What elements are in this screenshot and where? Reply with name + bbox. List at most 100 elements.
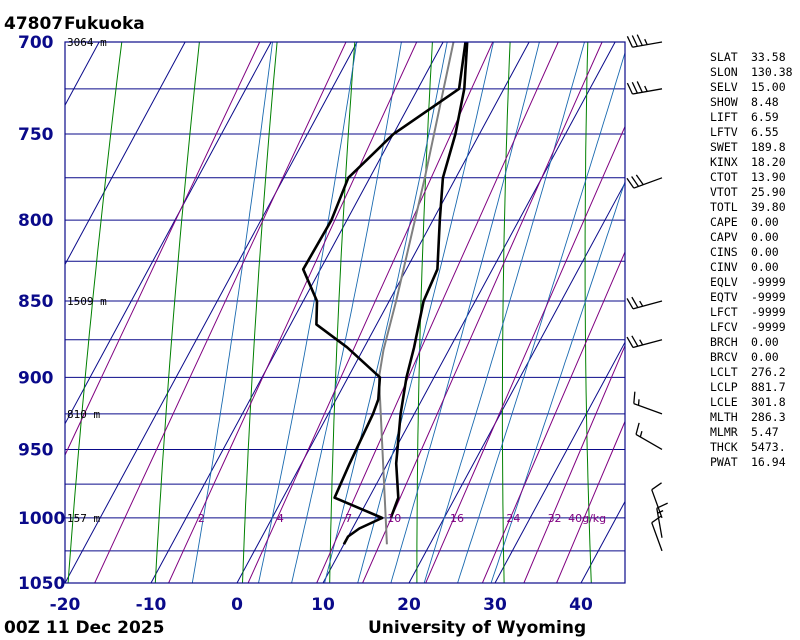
mixing-ratio-label: 16 [450, 512, 464, 525]
station-name: Fukuoka [64, 14, 145, 34]
moist-adiabat-line [291, 42, 402, 583]
index-name: LIFT [710, 110, 738, 124]
wind-barb-full-feather [636, 34, 643, 46]
index-name: KINX [710, 155, 738, 169]
index-value: -9999 [751, 275, 786, 289]
wind-barb [626, 81, 663, 95]
index-value: -9999 [751, 320, 786, 334]
wind-barb-full-feather [626, 336, 634, 348]
wind-barbs [626, 34, 668, 552]
index-name: LCLP [710, 380, 738, 394]
index-name: CINS [710, 245, 738, 259]
index-name: VTOT [710, 185, 738, 199]
isotherm-line [65, 42, 358, 583]
axis-labels: 700 750 800 850 900 950 1000 1050-20 -10 0 10 20 30 4… [18, 33, 593, 615]
moist-adiabat-line [457, 51, 625, 583]
index-name: SWET [710, 140, 738, 154]
index-value: 0.00 [751, 230, 779, 244]
mixing-ratio-label: 4 [277, 512, 284, 525]
wind-barb-half-feather [639, 300, 644, 307]
index-name: LFTV [710, 125, 738, 139]
height-label: 3064 m [67, 36, 107, 49]
mixing-ratio-line [425, 125, 625, 583]
observation-time: 00Z 11 Dec 2025 [4, 618, 164, 638]
index-value: 6.59 [751, 110, 779, 124]
index-name: EQTV [710, 290, 738, 304]
index-name: LCLT [710, 365, 738, 379]
sounding-indices-table: SLAT 33.58 SLON 130.38 SELV 15.00 SHOW 8.48 LIFT… [710, 50, 793, 469]
index-value: 25.90 [751, 185, 786, 199]
isotherm-line [65, 42, 186, 266]
moist-adiabat-line [191, 42, 273, 583]
index-value: 5473. [751, 440, 786, 454]
index-value: 881.7 [751, 380, 786, 394]
wind-barb-staff [651, 489, 663, 519]
mixing-ratio-line [65, 42, 261, 457]
wind-barb [626, 34, 663, 48]
mixing-ratio-label: 2 [198, 512, 205, 525]
index-name: SLON [710, 65, 738, 79]
index-value: 39.80 [751, 200, 786, 214]
isotherm-line [65, 42, 272, 425]
pressure-tick-label: 900 [18, 368, 54, 388]
index-name: LFCV [710, 320, 738, 334]
index-value: 276.2 [751, 365, 786, 379]
wind-barb-full-feather [631, 335, 639, 347]
index-value: -9999 [751, 305, 786, 319]
mixing-ratio-label: 32 [548, 512, 562, 525]
height-label: 1509 m [67, 295, 107, 308]
index-name: TOTL [710, 200, 738, 214]
moist-adiabat-line [423, 42, 585, 583]
index-value: 13.90 [751, 170, 786, 184]
mixing-ratio-line [556, 420, 625, 583]
index-name: MLTH [710, 410, 738, 424]
index-name: LFCT [710, 305, 738, 319]
wind-barb-half-feather [644, 85, 648, 92]
pressure-tick-label: 950 [18, 440, 54, 460]
credit-text: University of Wyoming [368, 618, 586, 638]
temperature-trace [389, 42, 469, 519]
wind-barb-full-feather [631, 35, 638, 47]
isotherm-line [494, 341, 625, 583]
index-name: SHOW [710, 95, 738, 109]
isotherm-line [322, 42, 616, 583]
height-label: 157 m [67, 512, 100, 525]
index-name: CAPV [710, 230, 738, 244]
temperature-tick-label: 20 [397, 595, 421, 615]
index-value: 0.00 [751, 350, 779, 364]
mixing-ratio-label: 7 [345, 512, 352, 525]
index-name: THCK [710, 440, 738, 454]
wind-barb-full-feather [651, 482, 662, 491]
pressure-tick-label: 700 [18, 33, 54, 53]
plot-frame [64, 41, 626, 584]
index-name: SELV [710, 80, 738, 94]
index-value: 0.00 [751, 215, 779, 229]
temperature-tick-label: 40 [569, 595, 593, 615]
wind-barb-full-feather [626, 177, 635, 189]
background-lines [65, 42, 625, 583]
wind-barb-staff [651, 522, 663, 552]
index-value: 130.38 [751, 65, 793, 79]
moist-adiabat-line [390, 42, 540, 583]
wind-barb-full-feather [631, 296, 639, 308]
wind-barb [651, 515, 663, 552]
index-name: EQLV [710, 275, 738, 289]
mixing-ratio-line [362, 42, 603, 583]
wind-barb-full-feather [626, 298, 634, 310]
wind-barb [626, 296, 663, 310]
index-name: MLMR [710, 425, 738, 439]
index-value: 5.47 [751, 425, 779, 439]
mixing-ratio-line [481, 250, 625, 583]
isotherm-line [65, 42, 100, 107]
wind-barb [651, 482, 663, 519]
mixing-ratio-label: 10 [387, 512, 401, 525]
index-name: LCLE [710, 395, 738, 409]
wind-barb-full-feather [626, 82, 634, 95]
index-value: 0.00 [751, 260, 779, 274]
mixing-ratio-line [316, 42, 559, 583]
pressure-tick-label: 800 [18, 211, 54, 231]
dry-adiabat-line [501, 42, 511, 583]
pressure-tick-label: 750 [18, 125, 54, 145]
parcel-trace [377, 42, 455, 545]
index-value: 16.94 [751, 455, 786, 469]
